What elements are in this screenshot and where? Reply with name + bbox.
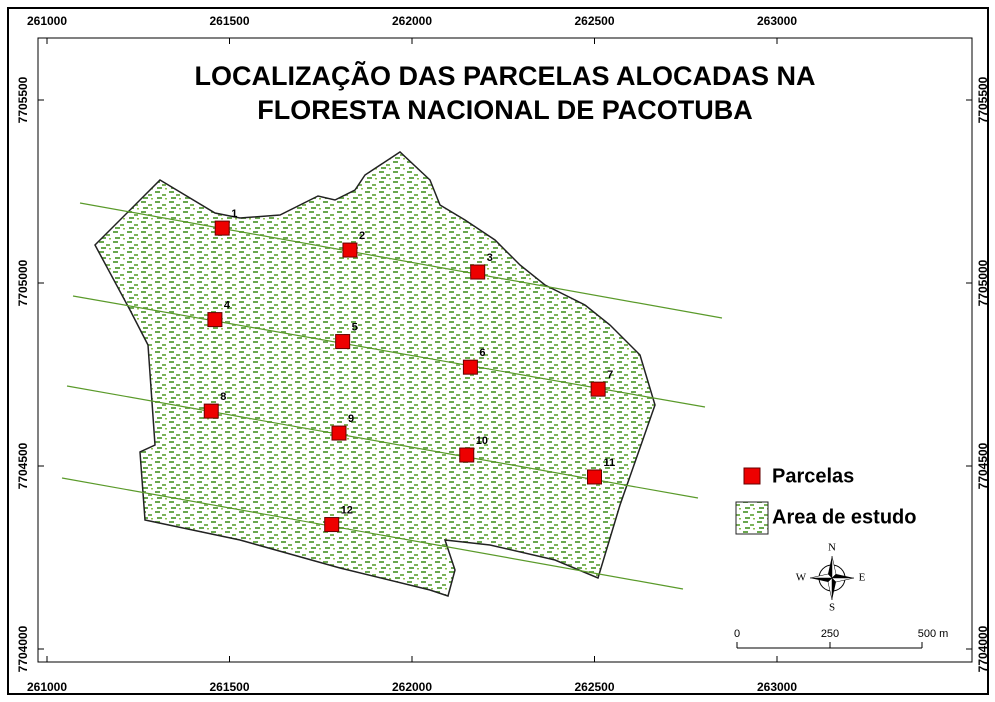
x-tick-label: 262000 [392,680,432,694]
legend-label: Area de estudo [772,506,916,528]
plot-label: 4 [224,300,231,312]
plot-marker [342,242,358,258]
plot-label: 6 [479,347,485,359]
plot-label: 12 [341,504,353,516]
plot-marker [462,359,478,375]
plot-label: 7 [607,369,613,381]
compass-label: W [796,572,807,584]
x-tick-label: 261500 [209,680,249,694]
plot-label: 3 [487,252,493,264]
x-tick-label: 262500 [574,680,614,694]
x-tick-label: 262000 [392,14,432,28]
x-tick-label: 262500 [574,14,614,28]
compass-label: N [828,542,836,554]
compass-star [827,577,833,601]
x-tick-label: 261000 [27,14,67,28]
compass-label: E [859,572,866,584]
study-area [94,151,656,597]
legend-swatch [735,501,769,535]
compass-star [831,555,837,579]
y-tick-label: 7704000 [976,625,990,672]
plot-marker [203,403,219,419]
y-tick-label: 7705000 [16,259,30,306]
compass: N S E W [796,542,866,614]
plot-label: 8 [220,391,226,403]
outer-frame [7,7,989,695]
x-tick-label: 261500 [209,14,249,28]
plot-marker [331,425,347,441]
plot-marker [587,469,602,485]
x-tick-label: 263000 [757,14,797,28]
plot-label: 9 [348,413,354,425]
scale-bar [736,642,923,649]
transect [61,477,684,590]
plot-marker [470,264,486,280]
plot-marker [214,220,230,236]
y-tick-label: 7705500 [16,76,30,123]
plot-label: 11 [604,457,616,469]
y-tick-label: 7704500 [976,442,990,489]
scale-label: 0 [734,628,740,640]
title-line: FLORESTA NACIONAL DE PACOTUBA [257,95,753,125]
compass-label: S [829,602,835,614]
plot-marker [590,381,606,397]
scale-label: 500 m [918,628,949,640]
transect [79,202,723,319]
x-tick-label: 263000 [757,680,797,694]
legend-label: Parcelas [772,465,854,487]
plot-label: 10 [476,435,488,447]
compass-star [831,577,855,583]
plot-label: 2 [359,230,365,242]
plot-marker [207,312,223,328]
y-tick-label: 7704000 [16,625,30,672]
plot-label: 1 [231,208,237,220]
y-tick-label: 7704500 [16,442,30,489]
plot-marker [335,334,351,350]
map-frame [37,37,973,663]
compass-star [809,573,833,579]
x-tick-label: 261000 [27,680,67,694]
plot-marker [324,517,340,533]
plot-label: 5 [352,321,358,333]
title-line: LOCALIZAÇÃO DAS PARCELAS ALOCADAS NA [195,60,816,91]
y-tick-label: 7705000 [976,259,990,306]
y-tick-label: 7705500 [976,76,990,123]
scale-label: 250 [821,628,839,640]
legend-swatch [743,467,761,485]
plot-marker [459,447,475,463]
